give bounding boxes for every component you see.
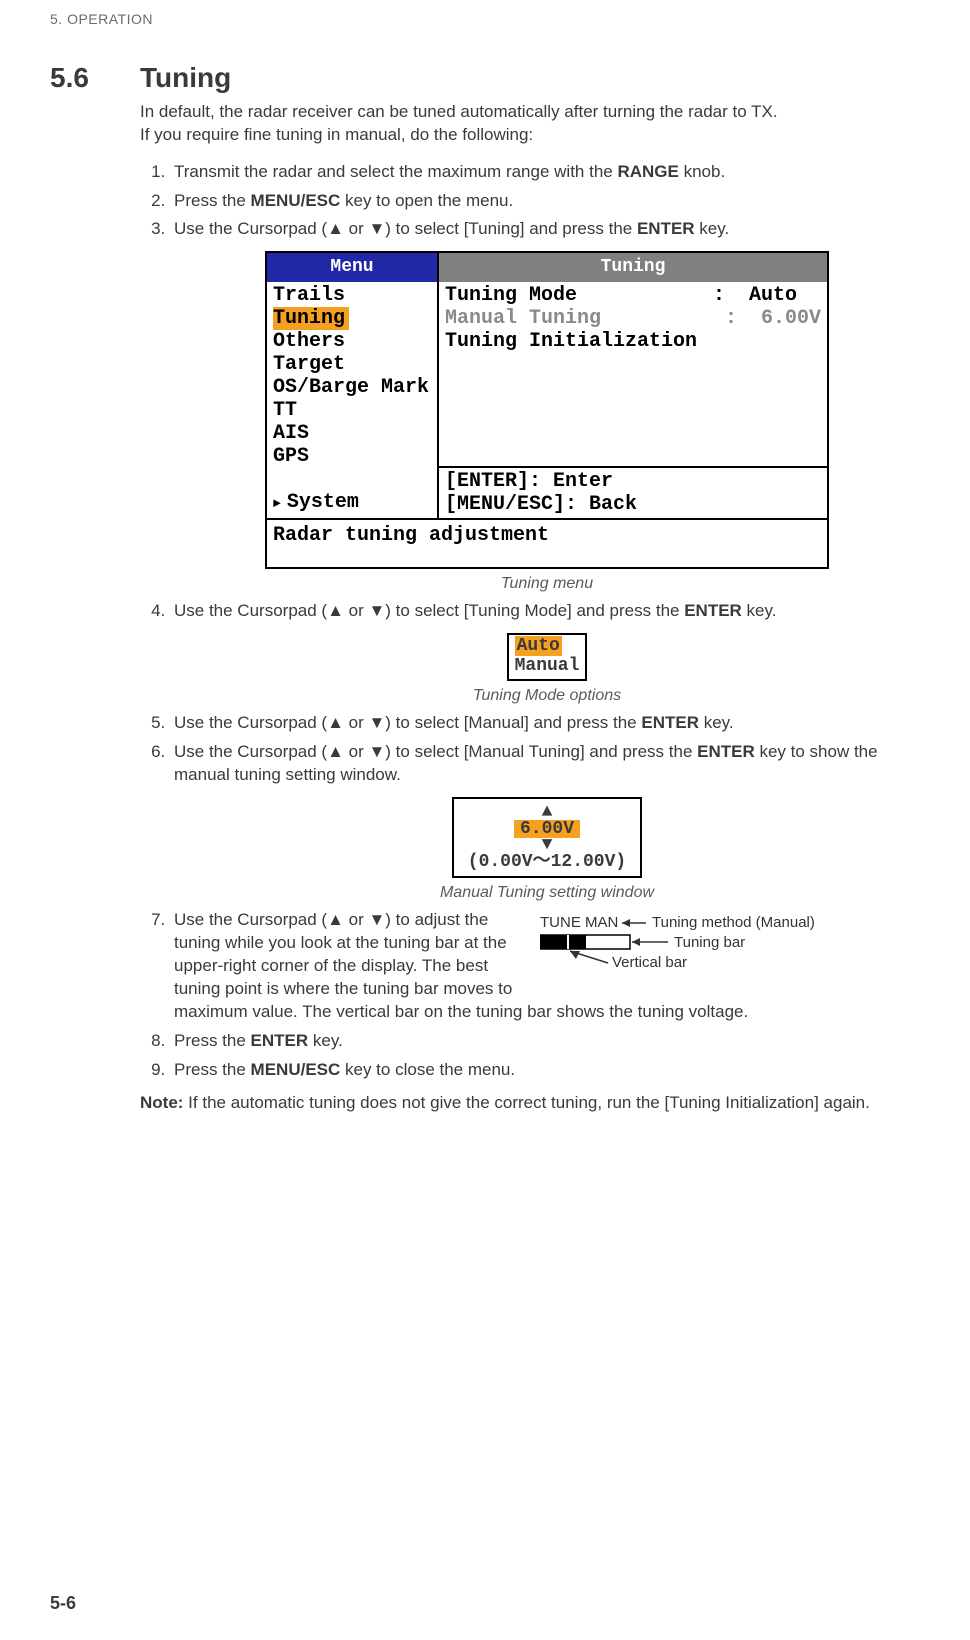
step-4: Use the Cursorpad (▲ or ▼) to select [Tu… [170, 600, 920, 706]
mt-range: (0.00V～12.00V) [468, 853, 626, 872]
intro-line-2: If you require fine tuning in manual, do… [140, 125, 533, 144]
manual-tuning-value: 6.00V [761, 307, 821, 330]
step-3: Use the Cursorpad (▲ or ▼) to select [Tu… [170, 218, 920, 594]
menu-left-title: Menu [267, 253, 437, 281]
menu-item-others: Others [273, 330, 431, 353]
section-number: 5.6 [50, 59, 140, 97]
step-2: Press the MENU/ESC key to open the menu. [170, 190, 920, 213]
menu-right-title: Tuning [439, 253, 827, 281]
caption-tuning-menu: Tuning menu [174, 573, 920, 595]
step-5: Use the Cursorpad (▲ or ▼) to select [Ma… [170, 712, 920, 735]
anno-method-text: Tuning method (Manual) [652, 914, 815, 931]
menu-status: Radar tuning adjustment [267, 518, 827, 567]
page-number: 5-6 [50, 1591, 76, 1615]
intro-line-1: In default, the radar receiver can be tu… [140, 102, 778, 121]
anno-bar-text: Tuning bar [674, 934, 745, 951]
menu-item-tt: TT [273, 399, 431, 422]
menu-item-system: System [273, 491, 431, 514]
caption-mt: Manual Tuning setting window [174, 882, 920, 904]
chapter-header: 5. OPERATION [50, 10, 920, 29]
menu-item-trails: Trails [273, 284, 431, 307]
caption-options: Tuning Mode options [174, 685, 920, 707]
tuning-init-label: Tuning Initialization [445, 330, 821, 353]
opt-manual: Manual [515, 656, 580, 676]
tuning-menu-screenshot: Menu Trails Tuning Others Target OS/Barg… [265, 251, 829, 568]
tuning-mode-value: Auto [749, 284, 797, 307]
section-title: Tuning [140, 59, 231, 97]
anno-tune-man-text: TUNE MAN [540, 914, 618, 931]
note-label: Note: [140, 1093, 183, 1112]
opt-auto: Auto [515, 636, 562, 656]
note-text: If the automatic tuning does not give th… [183, 1093, 869, 1112]
step-6: Use the Cursorpad (▲ or ▼) to select [Ma… [170, 741, 920, 903]
tuning-mode-options: Auto Manual [507, 633, 588, 681]
step-7: TUNE MAN Tuning method (Manual) Tuning b… [170, 909, 920, 1024]
tuning-mode-label: Tuning Mode [445, 284, 577, 307]
menu-item-osbarge: OS/Barge Mark [273, 376, 431, 399]
menu-item-tuning: Tuning [273, 307, 349, 330]
menu-item-ais: AIS [273, 422, 431, 445]
hint-back: [MENU/ESC]: Back [445, 493, 821, 516]
step-8: Press the ENTER key. [170, 1030, 920, 1053]
menu-item-gps: GPS [273, 445, 431, 468]
menu-item-target: Target [273, 353, 431, 376]
manual-tuning-label: Manual Tuning [445, 307, 601, 330]
manual-tuning-window: ▲ 6.00V ▼ (0.00V～12.00V) [452, 797, 642, 878]
anno-vbar-text: Vertical bar [612, 954, 687, 971]
step-1: Transmit the radar and select the maximu… [170, 161, 920, 184]
hint-enter: [ENTER]: Enter [445, 470, 821, 493]
step-9: Press the MENU/ESC key to close the menu… [170, 1059, 920, 1082]
tuning-bar-annotation: TUNE MAN Tuning method (Manual) Tuning b… [540, 911, 920, 988]
